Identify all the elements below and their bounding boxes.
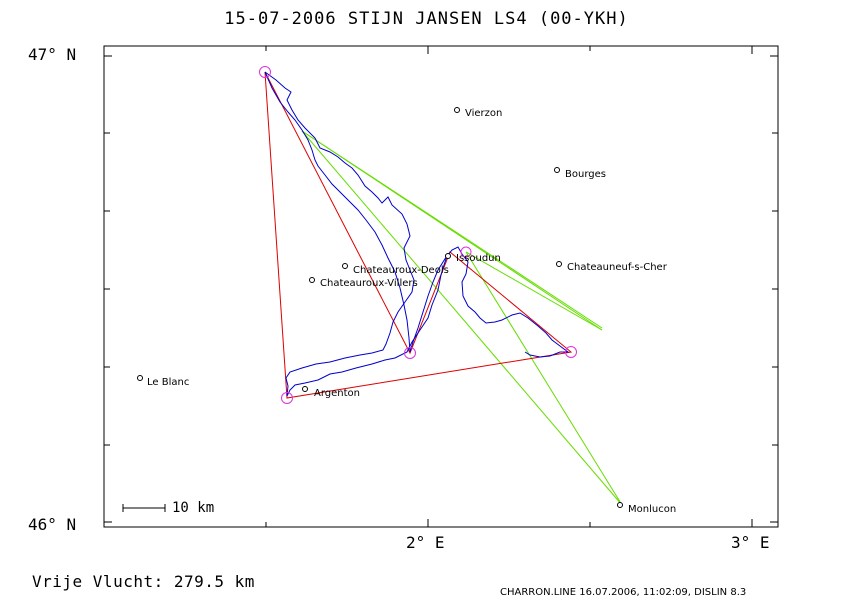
alt-line-4: [465, 251, 623, 506]
town-marker-argenton: [302, 386, 308, 392]
town-marker-monlucon: [617, 502, 623, 508]
town-label-chateauroux-villers: Chateauroux-Villers: [320, 278, 418, 289]
town-marker-chateauroux-villers: [309, 277, 315, 283]
town-label-chateauroux-deols: Chateauroux-Deols: [353, 265, 449, 276]
alt-line-2: [301, 130, 603, 329]
map-frame: [103, 45, 779, 528]
lon-label-3e: 3° E: [731, 533, 770, 552]
town-markers: [137, 107, 623, 508]
alt-line-5: [465, 251, 603, 331]
axis-ticks: [104, 46, 778, 527]
town-label-le-blanc: Le Blanc: [147, 377, 190, 388]
town-label-bourges: Bourges: [565, 169, 606, 180]
footer-text: CHARRON.LINE 16.07.2006, 11:02:09, DISLI…: [500, 587, 747, 598]
lat-label-top: 47° N: [28, 45, 77, 64]
task-legs: [264, 71, 573, 399]
turnpoint-issoudun: [460, 246, 472, 258]
alt-line-3: [301, 130, 623, 506]
alt-task-lines: [301, 130, 623, 506]
turnpoint-east: [565, 346, 577, 358]
town-marker-chateauneuf: [556, 261, 562, 267]
town-label-issoudun: Issoudun: [456, 253, 501, 264]
town-marker-bourges: [554, 167, 560, 173]
town-marker-vierzon: [454, 107, 460, 113]
scale-bar-label: 10 km: [172, 500, 215, 516]
chart-title: 15-07-2006 STIJN JANSEN LS4 (00-YKH): [224, 9, 629, 29]
town-label-monlucon: Monlucon: [628, 504, 677, 515]
town-label-vierzon: Vierzon: [465, 108, 503, 119]
turnpoints: [259, 66, 577, 404]
distance-label: Vrije Vlucht: 279.5 km: [32, 572, 255, 591]
flight-track-2: [264, 71, 449, 353]
town-label-argenton: Argenton: [314, 388, 360, 399]
turnpoint-argenton: [281, 392, 293, 404]
scale-bar: [122, 504, 166, 512]
town-marker-chateauroux-deols: [342, 263, 348, 269]
task-polygon: [264, 71, 573, 399]
turnpoint-chateauroux: [404, 347, 416, 359]
turnpoint-start: [259, 66, 271, 78]
town-marker-le-blanc: [137, 375, 143, 381]
town-label-chateauneuf: Chateauneuf-s-Cher: [567, 262, 667, 273]
lat-label-bottom: 46° N: [28, 515, 77, 534]
town-marker-issoudun: [445, 253, 451, 259]
lon-label-2e: 2° E: [406, 533, 445, 552]
flight-track: [264, 71, 570, 397]
